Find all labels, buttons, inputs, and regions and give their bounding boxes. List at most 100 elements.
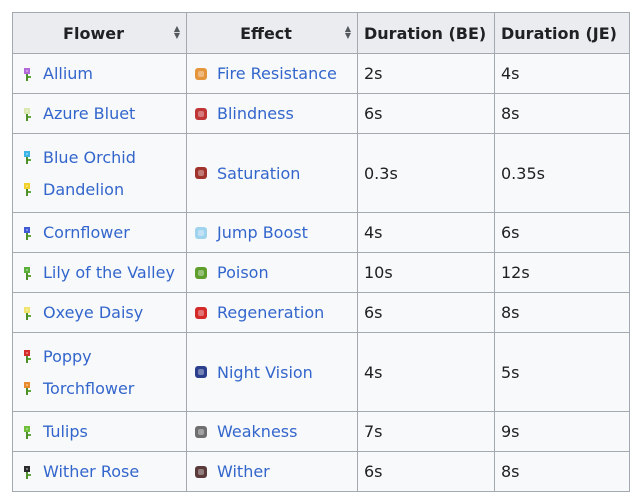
duration-be-header-label: Duration (BE) <box>364 23 487 43</box>
effect-name-link[interactable]: Poison <box>217 263 269 282</box>
table-row: Cornflower Jump Boost 4s 6s <box>12 212 630 253</box>
flower-name-link[interactable]: Oxeye Daisy <box>43 303 144 322</box>
duration-be-cell: 2s <box>357 53 495 94</box>
duration-je-cell: 5s <box>494 332 630 412</box>
flower-name-link[interactable]: Wither Rose <box>43 462 140 481</box>
duration-je-value: 5s <box>501 362 520 382</box>
effect-entry[interactable]: Saturation <box>193 158 351 189</box>
effect-entry[interactable]: Jump Boost <box>193 217 351 248</box>
flower-entry[interactable]: Wither Rose <box>19 456 180 487</box>
flower-cell: Poppy Torchflower <box>12 332 187 412</box>
header-row: Flower ▲ ▼ Effect ▲ ▼ Duration (BE) Durati… <box>12 12 630 54</box>
wither-icon <box>193 464 209 480</box>
regeneration-icon <box>193 305 209 321</box>
effect-name-link[interactable]: Wither <box>217 462 270 481</box>
table-row: Azure Bluet Blindness 6s 8s <box>12 93 630 134</box>
effect-name-link[interactable]: Fire Resistance <box>217 64 337 83</box>
flower-name-link[interactable]: Torchflower <box>43 378 135 398</box>
effect-cell: Weakness <box>186 411 358 452</box>
duration-je-value: 8s <box>501 303 520 322</box>
sort-icon[interactable]: ▲ ▼ <box>173 24 180 40</box>
flower-entry[interactable]: Lily of the Valley <box>19 257 180 288</box>
effect-entry[interactable]: Poison <box>193 257 351 288</box>
duration-je-value: 8s <box>501 462 520 481</box>
effect-entry[interactable]: Night Vision <box>193 357 351 388</box>
effect-entry[interactable]: Weakness <box>193 416 351 447</box>
effect-cell: Poison <box>186 252 358 293</box>
table-row: Poppy Torchflower Night Vision 4s 5s <box>12 332 630 412</box>
duration-be-value: 4s <box>364 362 383 382</box>
effect-entry[interactable]: Wither <box>193 456 351 487</box>
table-row: Allium Fire Resistance 2s 4s <box>12 53 630 94</box>
duration-je-cell: 8s <box>494 292 630 333</box>
duration-be-cell: 4s <box>357 332 495 412</box>
duration-je-value: 9s <box>501 422 520 441</box>
flower-name-link[interactable]: Allium <box>43 64 94 83</box>
flower-entry[interactable]: Cornflower <box>19 217 180 248</box>
flower-cell: Lily of the Valley <box>12 252 187 293</box>
effect-name-link[interactable]: Weakness <box>217 422 298 441</box>
flower-entry[interactable]: Dandelion <box>19 174 180 205</box>
effect-cell: Blindness <box>186 93 358 134</box>
effect-name-link[interactable]: Jump Boost <box>217 223 308 242</box>
flower-name-link[interactable]: Blue Orchid <box>43 147 136 167</box>
effect-name-link[interactable]: Regeneration <box>217 303 325 322</box>
sort-icon[interactable]: ▲ ▼ <box>344 24 351 40</box>
effect-name-link[interactable]: Saturation <box>217 163 301 183</box>
duration-be-value: 4s <box>364 223 383 242</box>
blue-orchid-icon <box>19 149 35 165</box>
duration-be-value: 6s <box>364 462 383 481</box>
dandelion-icon <box>19 181 35 197</box>
duration-be-value: 2s <box>364 64 383 83</box>
flower-column-header[interactable]: Flower ▲ ▼ <box>12 12 187 54</box>
oxeye-daisy-icon <box>19 305 35 321</box>
duration-je-value: 8s <box>501 104 520 123</box>
flower-cell: Wither Rose <box>12 451 187 492</box>
flower-name-link[interactable]: Poppy <box>43 346 92 366</box>
table-row: Wither Rose Wither 6s 8s <box>12 451 630 492</box>
duration-be-column-header[interactable]: Duration (BE) <box>357 12 495 54</box>
effect-column-header[interactable]: Effect ▲ ▼ <box>186 12 358 54</box>
allium-icon <box>19 66 35 82</box>
duration-je-cell: 0.35s <box>494 133 630 213</box>
lily-of-the-valley-icon <box>19 265 35 281</box>
flower-name-link[interactable]: Azure Bluet <box>43 104 136 123</box>
flower-entry[interactable]: Tulips <box>19 416 180 447</box>
duration-be-cell: 0.3s <box>357 133 495 213</box>
duration-je-cell: 9s <box>494 411 630 452</box>
duration-je-value: 6s <box>501 223 520 242</box>
poison-icon <box>193 265 209 281</box>
azure-bluet-icon <box>19 106 35 122</box>
duration-be-value: 0.3s <box>364 163 398 183</box>
flower-name-link[interactable]: Tulips <box>43 422 88 441</box>
jump-boost-icon <box>193 225 209 241</box>
effect-name-link[interactable]: Night Vision <box>217 362 313 382</box>
flower-name-link[interactable]: Dandelion <box>43 179 125 199</box>
effect-cell: Night Vision <box>186 332 358 412</box>
duration-je-column-header[interactable]: Duration (JE) <box>494 12 630 54</box>
effect-cell: Jump Boost <box>186 212 358 253</box>
table-row: Blue Orchid Dandelion Saturation 0.3s 0.35s <box>12 133 630 213</box>
flower-name-link[interactable]: Lily of the Valley <box>43 263 175 282</box>
flower-cell: Oxeye Daisy <box>12 292 187 333</box>
effect-entry[interactable]: Regeneration <box>193 297 351 328</box>
flower-name-link[interactable]: Cornflower <box>43 223 130 242</box>
flower-entry[interactable]: Allium <box>19 58 180 89</box>
flower-entry[interactable]: Poppy <box>19 341 180 372</box>
weakness-icon <box>193 424 209 440</box>
duration-je-value: 4s <box>501 64 520 83</box>
flower-entry[interactable]: Oxeye Daisy <box>19 297 180 328</box>
flower-entry[interactable]: Azure Bluet <box>19 98 180 129</box>
flower-effects-table: Flower ▲ ▼ Effect ▲ ▼ Duration (BE) Durati… <box>12 12 630 492</box>
flower-entry[interactable]: Blue Orchid <box>19 142 180 173</box>
duration-be-value: 7s <box>364 422 383 441</box>
flower-entry[interactable]: Torchflower <box>19 373 180 404</box>
table-row: Oxeye Daisy Regeneration 6s 8s <box>12 292 630 333</box>
effect-cell: Regeneration <box>186 292 358 333</box>
effect-entry[interactable]: Fire Resistance <box>193 58 351 89</box>
duration-je-value: 0.35s <box>501 163 545 183</box>
effect-name-link[interactable]: Blindness <box>217 104 294 123</box>
duration-be-value: 10s <box>364 263 393 282</box>
torchflower-icon <box>19 380 35 396</box>
effect-entry[interactable]: Blindness <box>193 98 351 129</box>
